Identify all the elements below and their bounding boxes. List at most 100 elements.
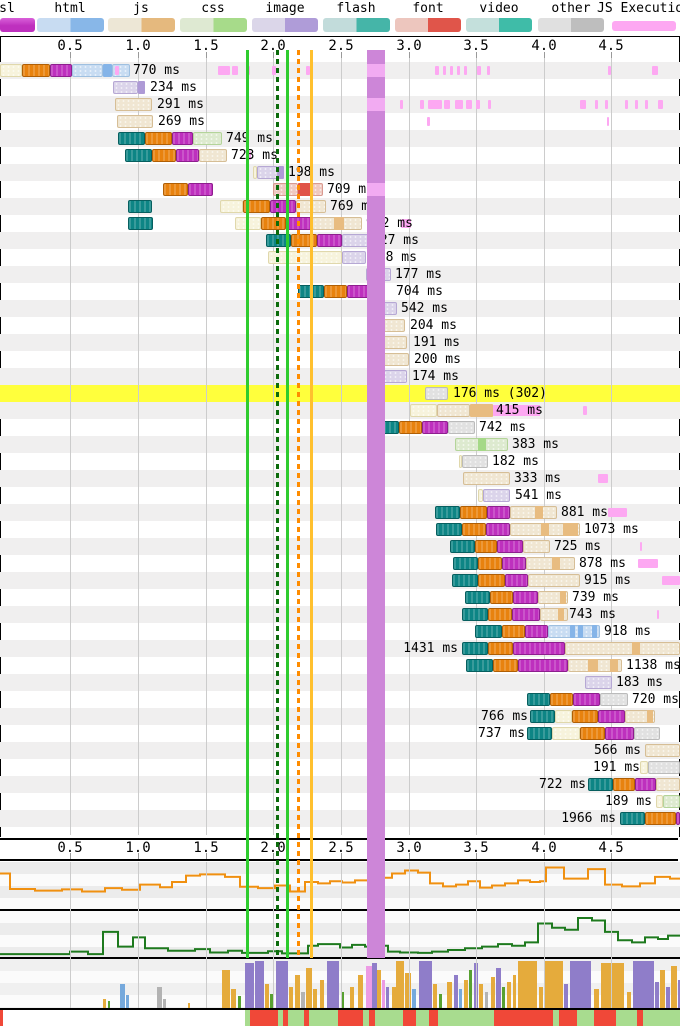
waterfall-row[interactable]: 725 ms [0, 538, 680, 555]
request-time-label: 542 ms [401, 301, 448, 316]
waterfall-row[interactable]: 709 ms [0, 181, 680, 198]
legend-label-css: css [201, 1, 225, 16]
waterfall-row[interactable]: 704 ms [0, 283, 680, 300]
request-segment-con [261, 217, 286, 230]
main-thread-bar-g [594, 989, 599, 1008]
main-thread-bar-p [454, 975, 458, 1008]
waterfall-row[interactable]: 1138 ms [0, 657, 680, 674]
request-segment-wait [478, 489, 483, 502]
waterfall-row[interactable]: 918 ms [0, 623, 680, 640]
request-segment-jsD [560, 591, 566, 604]
js-execution-label-bg [493, 405, 540, 416]
waterfall-row[interactable]: 204 ms [0, 317, 680, 334]
legend-label-js: js [133, 1, 149, 16]
waterfall-row[interactable]: 333 ms [0, 470, 680, 487]
main-thread-bar-g [231, 989, 236, 1008]
request-time-label: 723 ms [231, 148, 278, 163]
waterfall-row[interactable]: 178 ms [0, 249, 680, 266]
waterfall-row[interactable]: 174 ms [0, 368, 680, 385]
waterfall-row[interactable]: 183 ms [0, 674, 680, 691]
waterfall-row[interactable]: 415 ms [0, 402, 680, 419]
row-stripe [0, 164, 680, 181]
waterfall-row[interactable]: 727 ms [0, 232, 680, 249]
waterfall-row[interactable]: 878 ms [0, 555, 680, 572]
waterfall-row[interactable]: 176 ms (302) [0, 385, 680, 402]
request-segment-jsL [199, 149, 227, 162]
main-thread-bar-gn [341, 992, 344, 1008]
js-execution-blip [635, 100, 638, 109]
request-segment-othL [448, 421, 475, 434]
waterfall-row[interactable]: 177 ms [0, 266, 680, 283]
waterfall-row[interactable]: 739 ms [0, 589, 680, 606]
main-thread-bar-gn [439, 994, 442, 1008]
request-segment-wait [640, 761, 648, 774]
waterfall-row[interactable]: 191 ms [0, 759, 680, 776]
request-segment-ssl [513, 642, 565, 655]
main-thread-bar-g [447, 982, 452, 1008]
request-segment-imgL [342, 234, 369, 247]
js-execution-blip [400, 100, 403, 109]
waterfall-row[interactable]: 191 ms [0, 334, 680, 351]
waterfall-row[interactable]: 742 ms [0, 419, 680, 436]
interactive-segment [288, 1010, 304, 1026]
request-segment-dns [620, 812, 645, 825]
waterfall-row[interactable]: 881 ms [0, 504, 680, 521]
js-execution-blip [595, 100, 598, 109]
request-segment-dns [465, 591, 490, 604]
waterfall-row[interactable]: 200 ms [0, 351, 680, 368]
row-stripe [0, 198, 680, 215]
request-segment-imgL [257, 166, 278, 179]
waterfall-row[interactable]: 769 ms [0, 198, 680, 215]
waterfall-row[interactable]: 566 ms [0, 742, 680, 759]
gridline [70, 58, 71, 835]
request-time-label: 915 ms [584, 573, 631, 588]
request-segment-jsD [334, 217, 344, 230]
axis-tick-mark [138, 853, 139, 859]
gridline [70, 862, 71, 1008]
request-segment-jsL [526, 557, 575, 570]
waterfall-row[interactable]: 182 ms [0, 453, 680, 470]
js-execution-blip [652, 66, 658, 75]
main-thread-bar-p [245, 963, 254, 1008]
waterfall-row[interactable]: 189 ms [0, 793, 680, 810]
row-stripe [0, 674, 680, 691]
main-thread-bar-g [103, 999, 106, 1008]
waterfall-row[interactable]: 541 ms [0, 487, 680, 504]
waterfall-row[interactable]: 234 ms [0, 79, 680, 96]
waterfall-row[interactable]: 723 ms [0, 147, 680, 164]
waterfall-row[interactable]: 912 ms [0, 215, 680, 232]
waterfall-row[interactable]: 720 ms [0, 691, 680, 708]
waterfall-row[interactable]: 1431 ms [0, 640, 680, 657]
axis-tick-label: 1.0 [125, 840, 151, 856]
waterfall-row[interactable]: 749 ms [0, 130, 680, 147]
axis-tick-label: 0.5 [57, 840, 83, 856]
waterfall-row[interactable]: 766 ms [0, 708, 680, 725]
js-execution-blip [115, 66, 119, 75]
request-segment-jsD [610, 659, 618, 672]
waterfall-row[interactable]: 915 ms [0, 572, 680, 589]
gridline [273, 862, 274, 1008]
waterfall-row[interactable]: 1073 ms [0, 521, 680, 538]
time-axis-bottom: 0.5 1.0 1.5 2.0 2.5 3.0 3.5 4.0 4.5 [0, 838, 678, 861]
waterfall-row[interactable]: 770 ms [0, 62, 680, 79]
waterfall-row[interactable]: 743 ms [0, 606, 680, 623]
waterfall-row[interactable]: 383 ms [0, 436, 680, 453]
row-stripe [0, 470, 680, 487]
waterfall-row[interactable]: 737 ms [0, 725, 680, 742]
waterfall-row[interactable]: 291 ms [0, 96, 680, 113]
request-segment-cssL [193, 132, 222, 145]
request-segment-imgL [483, 489, 510, 502]
request-segment-dns [527, 693, 550, 706]
waterfall-row[interactable]: 542 ms [0, 300, 680, 317]
main-thread-bar-b [459, 989, 462, 1008]
request-segment-dns [466, 659, 493, 672]
request-segment-jsD [552, 557, 560, 570]
request-segment-con [243, 200, 270, 213]
request-segment-dns [475, 625, 502, 638]
waterfall-row[interactable]: 1966 ms [0, 810, 680, 827]
request-time-label: 709 ms [327, 182, 374, 197]
waterfall-row[interactable]: 722 ms [0, 776, 680, 793]
request-segment-htmlL [72, 64, 103, 77]
waterfall-row[interactable]: 269 ms [0, 113, 680, 130]
waterfall-row[interactable]: 198 ms [0, 164, 680, 181]
